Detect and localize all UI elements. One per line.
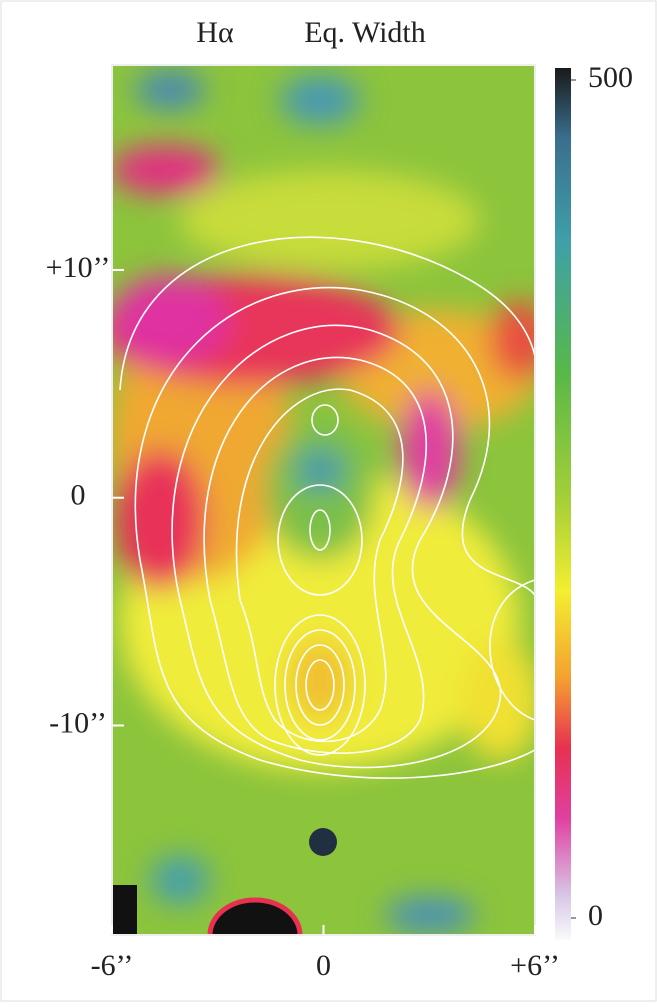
chart-subtitle: Eq. Width (304, 16, 426, 49)
x-tick-label: +6’’ (510, 949, 560, 982)
colorbar-tick-label: 500 (588, 61, 633, 94)
colorbar-tick-label: 0 (588, 899, 603, 932)
heatmap (112, 65, 535, 935)
x-tick-label: -6’’ (91, 949, 134, 982)
y-tick-label: -10’’ (49, 706, 107, 739)
colorbar (555, 68, 571, 940)
y-tick-label: +10’’ (46, 251, 111, 284)
chart-title: Hα (196, 16, 234, 49)
y-tick-label: 0 (71, 479, 86, 512)
x-tick-label: 0 (316, 949, 331, 982)
